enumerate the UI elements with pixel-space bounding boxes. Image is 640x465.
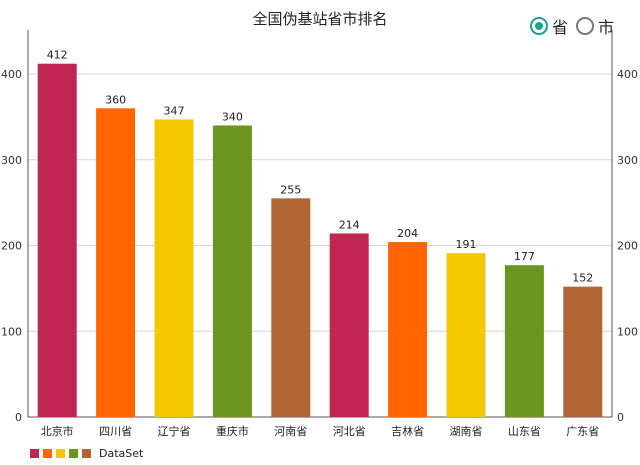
data-label: 412 — [47, 49, 68, 62]
x-tick-label: 河北省 — [333, 425, 366, 438]
y-tick-label-left: 400 — [1, 68, 22, 81]
bar — [154, 119, 194, 417]
radio-province-label: 省 — [551, 18, 568, 37]
legend-swatch — [69, 449, 78, 458]
chart-title: 全国伪基站省市排名 — [252, 10, 388, 28]
bar — [212, 125, 252, 417]
x-tick-label: 北京市 — [41, 424, 74, 438]
bar — [446, 253, 486, 417]
bar — [96, 108, 136, 418]
y-tick-label-left: 200 — [1, 240, 22, 253]
y-tick-label-right: 300 — [617, 154, 638, 167]
data-label: 204 — [397, 227, 418, 240]
radio-city[interactable]: 市 — [575, 14, 614, 38]
radio-city-label: 市 — [597, 18, 614, 37]
data-label: 152 — [572, 272, 593, 285]
y-tick-label-left: 300 — [1, 154, 22, 167]
data-label: 360 — [105, 93, 126, 106]
data-label: 255 — [280, 183, 301, 196]
data-label: 214 — [339, 218, 360, 231]
x-tick-label: 广东省 — [566, 425, 599, 438]
x-tick-label: 辽宁省 — [158, 424, 191, 438]
y-tick-label-right: 400 — [617, 68, 638, 81]
legend-swatch — [56, 449, 65, 458]
legend-label: DataSet — [99, 447, 144, 460]
y-tick-label-right: 200 — [617, 240, 638, 253]
bar — [329, 233, 369, 417]
data-label: 177 — [514, 250, 535, 263]
bar — [563, 286, 603, 417]
radio-city-indicator[interactable] — [575, 17, 594, 35]
province-city-toggle: 省 市 — [529, 14, 614, 38]
data-label: 340 — [222, 110, 243, 123]
radio-province[interactable]: 省 — [529, 14, 568, 38]
radio-province-indicator[interactable] — [529, 17, 548, 35]
x-tick-label: 河南省 — [274, 425, 307, 438]
data-label: 347 — [164, 104, 185, 117]
y-tick-label-right: 100 — [617, 325, 638, 338]
y-tick-label-right: 0 — [617, 411, 624, 424]
bar — [388, 242, 428, 417]
x-tick-label: 湖南省 — [450, 425, 483, 438]
bar — [37, 63, 77, 418]
y-tick-label-left: 100 — [1, 325, 22, 338]
x-tick-label: 四川省 — [99, 425, 132, 438]
legend-swatch — [30, 449, 39, 458]
x-tick-label: 山东省 — [508, 425, 541, 438]
x-tick-label: 重庆市 — [216, 424, 249, 438]
data-label: 191 — [456, 238, 477, 251]
bar — [271, 198, 311, 417]
bar — [504, 265, 544, 417]
legend-swatch — [82, 449, 91, 458]
x-tick-label: 吉林省 — [391, 424, 424, 438]
legend-swatch — [43, 449, 52, 458]
y-tick-label-left: 0 — [15, 411, 22, 424]
